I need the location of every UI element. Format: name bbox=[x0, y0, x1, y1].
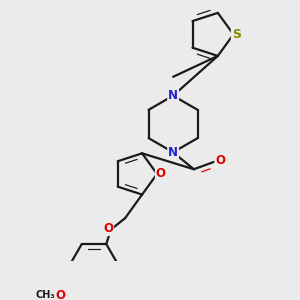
Text: O: O bbox=[156, 167, 166, 181]
Text: N: N bbox=[168, 146, 178, 159]
Text: O: O bbox=[103, 222, 113, 235]
Text: N: N bbox=[168, 89, 178, 102]
Text: S: S bbox=[232, 28, 241, 41]
Text: O: O bbox=[215, 154, 225, 167]
Text: CH₃: CH₃ bbox=[35, 290, 55, 300]
Text: O: O bbox=[55, 290, 65, 300]
